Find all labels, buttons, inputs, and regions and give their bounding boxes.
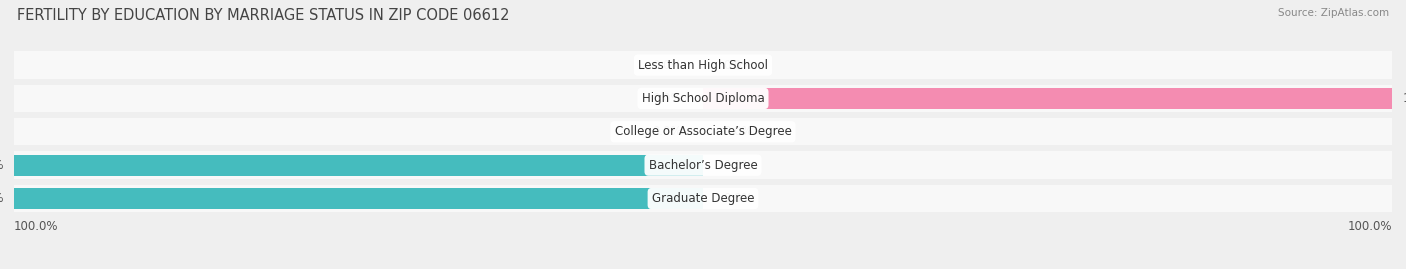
Text: Less than High School: Less than High School	[638, 59, 768, 72]
Bar	[14, 85, 1392, 112]
Text: 0.0%: 0.0%	[652, 125, 682, 138]
Bar	[14, 188, 703, 209]
Text: FERTILITY BY EDUCATION BY MARRIAGE STATUS IN ZIP CODE 06612: FERTILITY BY EDUCATION BY MARRIAGE STATU…	[17, 8, 509, 23]
Text: 0.0%: 0.0%	[724, 159, 754, 172]
Bar	[14, 151, 1392, 179]
Bar	[14, 185, 1392, 212]
Text: 100.0%: 100.0%	[0, 192, 4, 205]
Text: 0.0%: 0.0%	[652, 92, 682, 105]
Text: 100.0%: 100.0%	[1347, 220, 1392, 233]
Text: College or Associate’s Degree: College or Associate’s Degree	[614, 125, 792, 138]
Bar	[14, 51, 1392, 79]
Text: 100.0%: 100.0%	[14, 220, 59, 233]
Text: Bachelor’s Degree: Bachelor’s Degree	[648, 159, 758, 172]
Text: Graduate Degree: Graduate Degree	[652, 192, 754, 205]
Text: 100.0%: 100.0%	[1402, 92, 1406, 105]
Text: 0.0%: 0.0%	[724, 59, 754, 72]
Bar	[703, 88, 1392, 109]
Text: Source: ZipAtlas.com: Source: ZipAtlas.com	[1278, 8, 1389, 18]
Text: 0.0%: 0.0%	[724, 192, 754, 205]
Bar	[14, 155, 703, 175]
Text: High School Diploma: High School Diploma	[641, 92, 765, 105]
Text: 100.0%: 100.0%	[0, 159, 4, 172]
Text: 0.0%: 0.0%	[724, 125, 754, 138]
Bar	[14, 118, 1392, 146]
Text: 0.0%: 0.0%	[652, 59, 682, 72]
